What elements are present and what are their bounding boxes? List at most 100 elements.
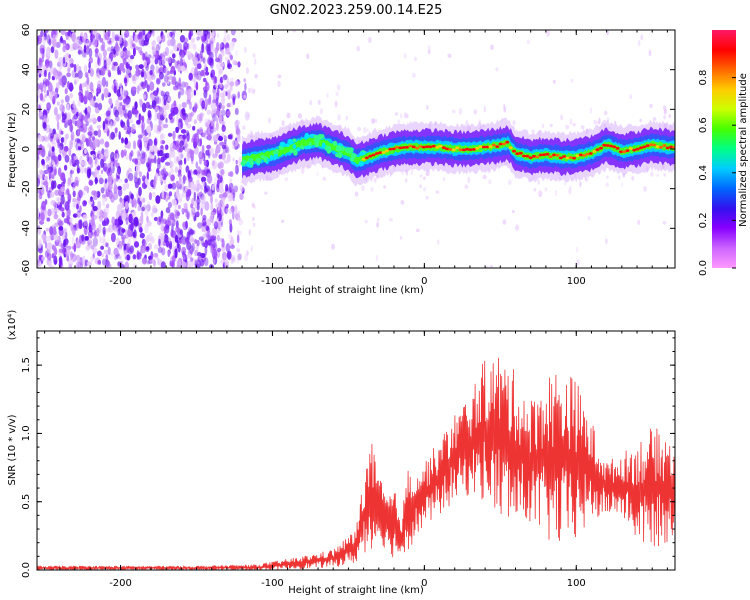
noise-mark <box>211 160 215 167</box>
noise-mark <box>178 261 181 268</box>
noise-mark <box>219 76 224 84</box>
noise-mark <box>111 216 116 225</box>
noise-mark <box>146 125 152 134</box>
noise-mark <box>128 119 134 124</box>
noise-mark <box>74 226 79 232</box>
noise-mark <box>97 200 102 211</box>
sparse-mark <box>215 217 219 223</box>
sparse-mark <box>221 77 225 82</box>
noise-mark <box>52 95 56 105</box>
noise-mark <box>60 243 64 249</box>
noise-mark <box>138 223 142 232</box>
sparse-mark <box>221 62 224 67</box>
noise-mark <box>120 121 126 128</box>
sparse-mark <box>580 125 585 130</box>
noise-mark <box>126 125 132 135</box>
noise-mark <box>171 182 177 190</box>
noise-mark <box>78 39 83 45</box>
sparse-mark <box>218 42 223 49</box>
ridge-core <box>548 155 553 159</box>
noise-mark <box>45 60 50 68</box>
noise-mark <box>188 72 193 81</box>
noise-mark <box>114 153 119 161</box>
noise-mark <box>98 177 104 185</box>
sparse-mark <box>537 179 540 185</box>
noise-mark <box>205 43 211 52</box>
noise-mark <box>239 184 244 192</box>
noise-mark <box>167 201 172 209</box>
noise-mark <box>201 176 207 183</box>
noise-mark <box>170 256 174 264</box>
noise-mark <box>191 242 196 252</box>
noise-mark <box>37 208 40 218</box>
noise-mark <box>64 154 70 163</box>
noise-mark <box>91 128 95 138</box>
noise-mark <box>123 125 128 131</box>
ridge-core <box>425 145 430 149</box>
noise-mark <box>82 214 88 219</box>
noise-mark <box>214 50 218 59</box>
sparse-mark <box>232 144 236 150</box>
noise-mark <box>165 195 169 202</box>
noise-mark <box>118 134 121 141</box>
noise-mark <box>176 115 179 124</box>
noise-mark <box>175 140 180 148</box>
noise-mark <box>210 202 214 212</box>
noise-mark <box>205 149 209 156</box>
noise-mark <box>86 105 92 115</box>
x-tick-label: 0 <box>421 276 427 287</box>
noise-mark <box>114 255 118 260</box>
noise-mark <box>55 113 60 122</box>
sparse-mark <box>222 90 226 97</box>
noise-mark <box>115 177 119 182</box>
noise-mark <box>44 180 49 188</box>
sparse-mark <box>569 185 572 191</box>
noise-mark <box>55 234 60 243</box>
sparse-mark <box>593 119 597 125</box>
noise-mark <box>179 87 185 96</box>
noise-mark <box>209 37 214 42</box>
sparse-mark <box>637 40 641 47</box>
ridge-core <box>395 146 399 149</box>
noise-mark <box>151 191 156 198</box>
sparse-mark <box>531 129 535 134</box>
noise-mark <box>49 226 54 235</box>
noise-mark <box>206 118 211 125</box>
noise-mark <box>56 133 62 140</box>
noise-mark <box>39 49 43 57</box>
sparse-mark <box>225 208 229 214</box>
noise-mark <box>55 197 59 202</box>
noise-mark <box>229 171 234 177</box>
noise-mark <box>213 134 219 142</box>
noise-mark <box>227 90 231 100</box>
sparse-mark <box>643 186 647 192</box>
sparse-mark <box>229 178 233 184</box>
noise-mark <box>171 230 177 239</box>
noise-mark <box>200 132 206 138</box>
noise-mark <box>102 49 107 57</box>
noise-mark <box>201 226 206 233</box>
noise-mark <box>44 137 50 143</box>
noise-mark <box>210 69 216 78</box>
noise-mark <box>205 80 208 86</box>
noise-mark <box>61 75 67 86</box>
noise-mark <box>38 71 41 76</box>
noise-mark <box>191 207 196 215</box>
noise-mark <box>138 171 142 178</box>
noise-mark <box>126 46 130 57</box>
noise-mark <box>61 248 67 255</box>
sparse-mark <box>210 119 214 126</box>
sparse-mark <box>374 119 378 123</box>
noise-mark <box>40 47 45 55</box>
noise-mark <box>192 183 197 191</box>
noise-mark <box>58 59 63 70</box>
noise-mark <box>40 88 44 93</box>
noise-mark <box>168 96 172 103</box>
y-tick-label: 0.5 <box>21 494 32 510</box>
sparse-mark <box>377 217 380 222</box>
noise-mark <box>187 51 192 60</box>
sparse-mark <box>603 110 608 116</box>
noise-mark <box>111 216 116 225</box>
noise-mark <box>94 106 100 114</box>
sparse-mark <box>663 173 666 177</box>
